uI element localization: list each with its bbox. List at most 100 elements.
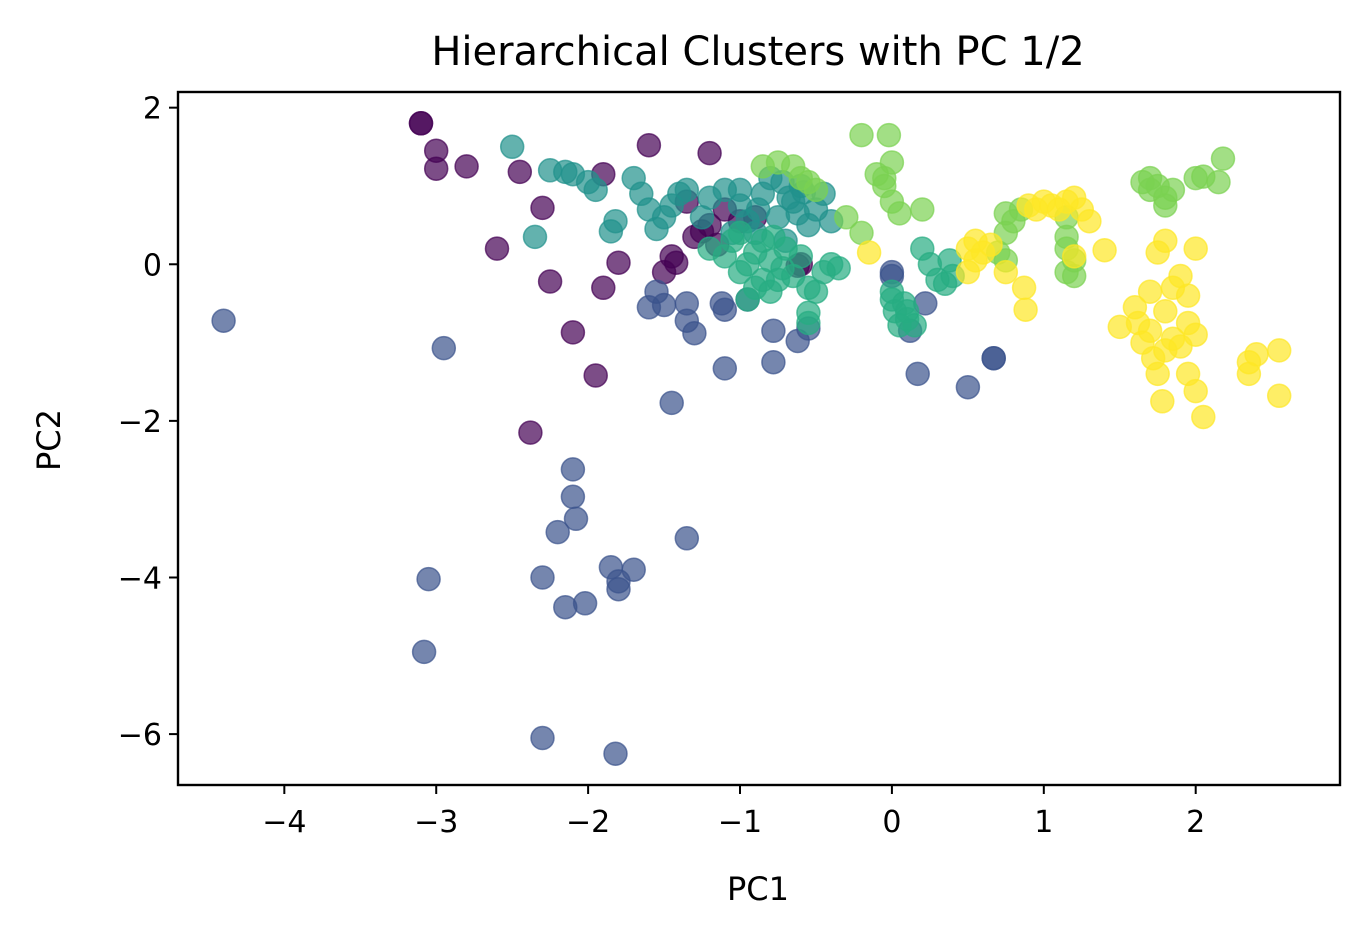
scatter-point xyxy=(408,111,434,136)
x-tick-label: −4 xyxy=(262,805,306,840)
scatter-point xyxy=(1077,208,1102,234)
scatter-point xyxy=(727,177,753,203)
scatter-point xyxy=(454,154,479,179)
scatter-point xyxy=(1061,244,1087,269)
scatter-point xyxy=(1183,236,1208,261)
scatter-point xyxy=(1210,146,1236,171)
y-tick-label: −6 xyxy=(118,718,162,753)
scatter-point xyxy=(770,255,795,281)
scatter-point xyxy=(211,308,236,333)
x-tick-label: 1 xyxy=(1034,805,1053,840)
scatter-point xyxy=(1183,322,1208,347)
x-tick-label: 0 xyxy=(882,805,901,840)
y-tick-label: −2 xyxy=(118,405,162,440)
scatter-point xyxy=(876,122,902,148)
scatter-point xyxy=(530,725,555,751)
y-tick-label: 2 xyxy=(143,92,162,127)
y-tick-label: −4 xyxy=(118,561,162,596)
scatter-point xyxy=(1266,338,1292,363)
scatter-point xyxy=(1092,237,1117,263)
scatter-point xyxy=(1153,338,1178,363)
scatter-point xyxy=(796,310,821,336)
scatter-point xyxy=(583,363,608,388)
scatter-point xyxy=(1153,299,1178,324)
scatter-point xyxy=(530,195,555,221)
scatter-point xyxy=(761,318,786,344)
scatter-point xyxy=(993,259,1019,285)
scatter-point xyxy=(761,224,786,250)
scatter-point xyxy=(674,291,700,316)
plot-frame xyxy=(176,90,1342,787)
scatter-point xyxy=(727,220,753,246)
scatter-point xyxy=(887,201,912,226)
scatter-point xyxy=(1244,342,1269,367)
scatter-point xyxy=(507,159,533,185)
scatter-point xyxy=(659,390,684,416)
scatter-point xyxy=(499,134,525,160)
scatter-point xyxy=(826,255,851,281)
scatter-point xyxy=(905,361,930,387)
scatter-point xyxy=(1183,378,1208,404)
y-tick-label: 0 xyxy=(143,248,162,283)
scatter-point xyxy=(978,232,1003,257)
scatter-point xyxy=(758,279,783,304)
x-tick-label: −1 xyxy=(718,805,762,840)
scatter-point xyxy=(563,506,589,532)
scatter-point xyxy=(803,177,829,203)
scatter-point xyxy=(1137,279,1163,304)
scatter-point xyxy=(955,259,981,285)
y-axis-label: PC2 xyxy=(30,409,68,471)
scatter-point xyxy=(1011,275,1037,301)
scatter-point xyxy=(785,201,810,226)
scatter-point xyxy=(484,236,510,261)
scatter-point xyxy=(674,177,700,203)
scatter-point xyxy=(1191,404,1216,430)
scatter-point xyxy=(1013,297,1038,322)
x-tick-label: −3 xyxy=(414,805,458,840)
scatter-point xyxy=(411,639,437,665)
scatter-points xyxy=(211,111,1292,766)
scatter-point xyxy=(1145,361,1170,387)
scatter-point xyxy=(572,591,598,616)
scatter-point xyxy=(583,177,608,203)
scatter-point xyxy=(530,565,555,590)
scatter-point xyxy=(644,279,669,304)
scatter-point xyxy=(1150,389,1175,414)
scatter-point xyxy=(560,484,586,510)
scatter-point xyxy=(591,275,616,301)
scatter-point xyxy=(606,576,631,602)
scatter-point xyxy=(674,526,700,551)
x-tick-label: −2 xyxy=(566,805,610,840)
scatter-point xyxy=(636,132,662,158)
x-axis-label: PC1 xyxy=(727,870,789,908)
scatter-point xyxy=(606,250,631,275)
x-tick-label: 2 xyxy=(1186,805,1205,840)
scatter-point xyxy=(598,219,624,244)
x-axis-ticks: −4 −3 −2 −1 0 1 2 xyxy=(262,785,1205,840)
scatter-point xyxy=(603,741,628,766)
scatter-point xyxy=(423,156,449,181)
y-axis-ticks: 2 0 −2 −4 −6 xyxy=(118,92,178,753)
scatter-point xyxy=(560,320,586,345)
scatter-point xyxy=(910,197,935,222)
scatter-point xyxy=(518,420,543,445)
scatter-point xyxy=(955,374,981,400)
scatter-point xyxy=(849,122,874,148)
scatter-point xyxy=(697,140,722,166)
scatter-point xyxy=(1168,263,1193,289)
scatter-point xyxy=(553,594,578,620)
scatter-point xyxy=(894,306,920,332)
scatter-point xyxy=(788,244,814,269)
scatter-point xyxy=(712,356,738,381)
scatter-point xyxy=(1206,169,1231,195)
scatter-point xyxy=(1266,383,1292,409)
chart-title: Hierarchical Clusters with PC 1/2 xyxy=(431,29,1084,75)
scatter-point xyxy=(431,335,457,361)
scatter-point xyxy=(709,291,735,316)
scatter-point xyxy=(834,205,859,230)
scatter-point xyxy=(522,224,548,250)
scatter-point xyxy=(1145,240,1170,265)
scatter-point xyxy=(1153,193,1178,218)
scatter-point xyxy=(416,566,441,592)
